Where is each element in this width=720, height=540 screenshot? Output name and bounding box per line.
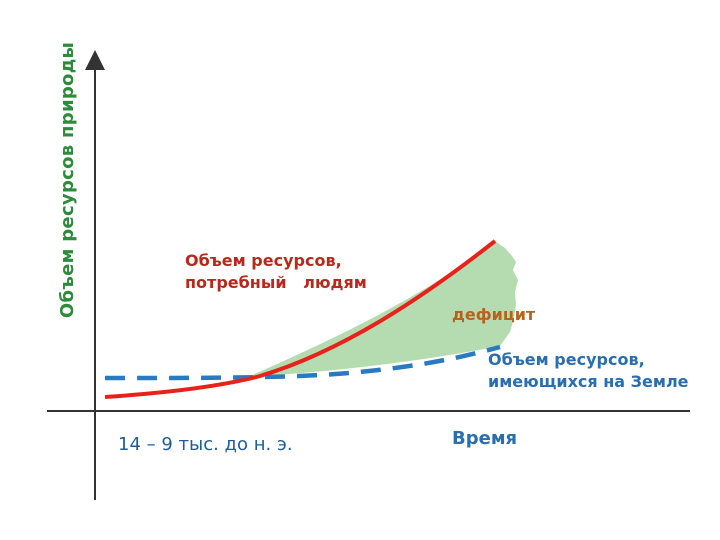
y-axis-title: Объем ресурсов природы: [56, 41, 78, 319]
deficit-label: дефицит: [452, 305, 536, 324]
x-axis-title: Время: [452, 428, 518, 449]
period-label: 14 – 9 тыс. до н. э.: [118, 434, 293, 455]
required-resources-label: Объем ресурсов, потребный людям: [185, 250, 367, 293]
required-resources-line: [104, 239, 497, 399]
available-resources-label-line1: Объем ресурсов,: [488, 350, 645, 369]
available-resources-line: [104, 344, 501, 381]
available-resources-label: Объем ресурсов, имеющихся на Земле: [488, 349, 689, 392]
available-resources-label-line2: имеющихся на Земле: [488, 371, 689, 391]
required-resources-label-line2: потребный людям: [185, 272, 367, 292]
required-resources-label-line1: Объем ресурсов,: [185, 251, 342, 270]
